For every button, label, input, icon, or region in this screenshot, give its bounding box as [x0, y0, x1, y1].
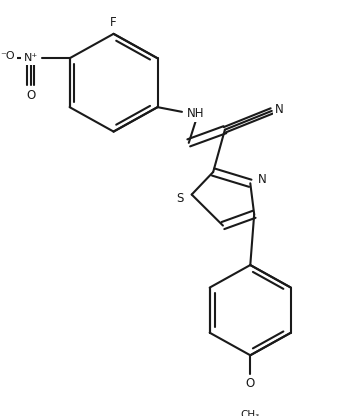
Text: N: N	[258, 173, 266, 186]
Text: S: S	[176, 192, 184, 205]
Text: O: O	[246, 377, 255, 390]
Text: CH₃: CH₃	[241, 411, 260, 416]
Text: NH: NH	[187, 107, 204, 120]
Text: N: N	[275, 102, 284, 116]
Text: N⁺: N⁺	[23, 53, 38, 63]
Text: O: O	[26, 89, 35, 102]
Text: ⁻O: ⁻O	[0, 52, 14, 62]
Text: F: F	[110, 16, 117, 29]
